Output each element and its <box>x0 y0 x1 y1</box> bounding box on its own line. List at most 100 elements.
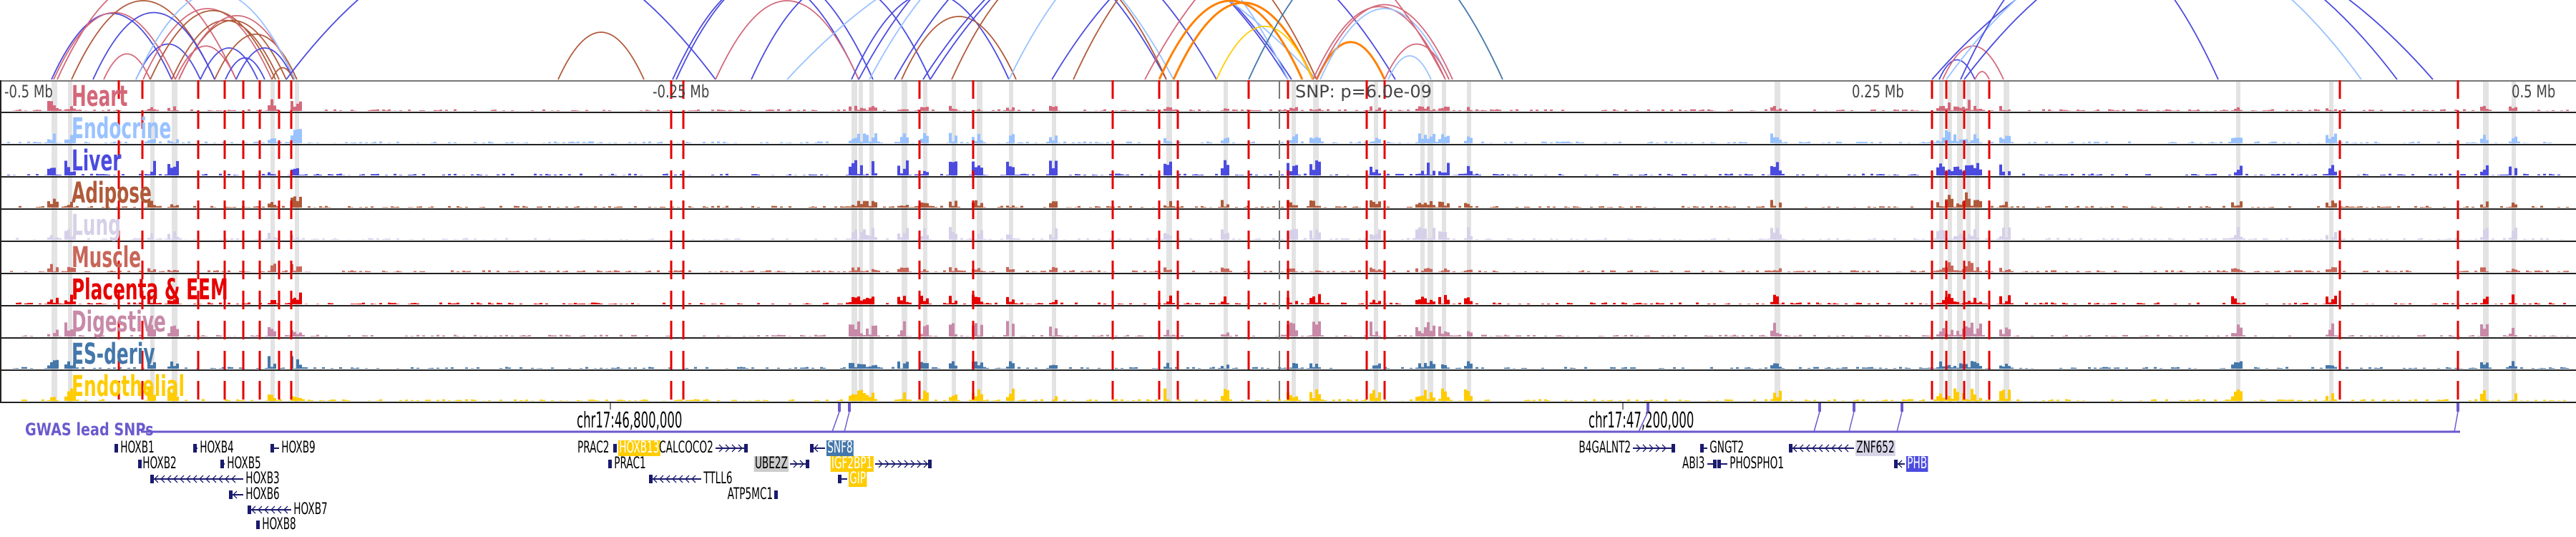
signal-bar <box>2097 303 2099 304</box>
signal-bar <box>952 205 955 208</box>
gene-label-abi3[interactable]: ABI3 <box>1682 455 1705 473</box>
signal-bar <box>877 270 880 272</box>
signal-bar <box>1971 322 1974 337</box>
signal-bar <box>64 271 67 272</box>
gene-model-ttll6[interactable] <box>649 475 701 483</box>
gene-label-phb[interactable]: PHB <box>1906 455 1928 473</box>
gene-model-phospho1[interactable] <box>1717 460 1727 468</box>
signal-bar <box>1936 202 1939 208</box>
signal-bar <box>248 271 250 272</box>
gene-label-gngt2[interactable]: GNGT2 <box>1709 439 1745 457</box>
gene-model-abi3[interactable] <box>1707 460 1717 468</box>
gene-model-znf652[interactable] <box>1789 444 1854 453</box>
signal-bar <box>1292 108 1295 111</box>
gene-label-hoxb13[interactable]: HOXB13 <box>618 439 660 457</box>
signal-bar <box>1052 302 1055 304</box>
signal-bar <box>1498 302 1501 304</box>
signal-bar <box>156 303 159 304</box>
signal-bar <box>356 367 359 369</box>
signal-bar <box>2045 141 2048 143</box>
gene-model-hoxb6[interactable] <box>229 490 243 499</box>
gene-label-hoxb1[interactable]: HOXB1 <box>120 439 155 457</box>
gene-label-hoxb6[interactable]: HOXB6 <box>245 485 280 503</box>
signal-bar <box>1601 336 1604 337</box>
gene-model-phb[interactable] <box>1894 460 1905 468</box>
gene-model-hoxb1[interactable] <box>114 444 118 453</box>
signal-bar <box>153 239 156 240</box>
gene-model-hoxb7[interactable] <box>248 505 291 514</box>
signal-bar <box>185 336 187 337</box>
signal-bar <box>1370 234 1372 240</box>
signal-bar <box>1979 169 1982 175</box>
gene-label-hoxb9[interactable]: HOXB9 <box>281 439 316 457</box>
gene-label-atp5mc1[interactable]: ATP5MC1 <box>727 485 773 503</box>
gene-model-gip[interactable] <box>838 475 847 483</box>
signal-bar <box>912 207 914 208</box>
signal-bar <box>333 238 336 240</box>
gene-label-ttll6[interactable]: TTLL6 <box>703 470 733 488</box>
gene-model-ube2z[interactable] <box>790 460 809 468</box>
gene-model-snf8[interactable] <box>810 444 825 453</box>
signal-bar <box>1421 333 1424 337</box>
gene-label-phospho1[interactable]: PHOSPHO1 <box>1729 455 1785 473</box>
signal-bar <box>2079 335 2082 337</box>
gene-model-hoxb9[interactable] <box>270 444 279 453</box>
gene-label-b4galnt2[interactable]: B4GALNT2 <box>1579 439 1631 457</box>
signal-bar <box>1375 110 1378 111</box>
signal-bar <box>362 335 365 337</box>
gene-label-hoxb8[interactable]: HOXB8 <box>262 516 296 533</box>
signal-bar <box>1372 201 1375 208</box>
signal-bar <box>1155 271 1158 272</box>
gene-label-calcoco2[interactable]: CALCOCO2 <box>659 439 713 457</box>
gene-label-hoxb3[interactable]: HOXB3 <box>245 470 280 488</box>
signal-bar <box>1745 142 1747 143</box>
gene-label-snf8[interactable]: SNF8 <box>826 439 854 457</box>
signal-bar <box>2205 238 2208 240</box>
gene-label-hoxb4[interactable]: HOXB4 <box>200 439 234 457</box>
signal-bar <box>1507 335 1510 337</box>
signal-bar <box>1433 301 1435 304</box>
gene-model-b4galnt2[interactable] <box>1633 444 1675 453</box>
gene-label-prac1[interactable]: PRAC1 <box>614 455 646 473</box>
gene-label-hoxb7[interactable]: HOXB7 <box>293 500 328 518</box>
signal-bar <box>27 303 30 304</box>
gene-model-hoxb13[interactable] <box>613 444 617 453</box>
signal-bar <box>2469 335 2472 337</box>
gene-label-hoxb2[interactable]: HOXB2 <box>142 455 177 473</box>
gene-model-atp5mc1[interactable] <box>774 490 778 499</box>
signal-bar <box>1172 110 1175 111</box>
signal-bar <box>497 271 499 272</box>
signal-bar <box>1224 160 1226 175</box>
gene-label-prac2[interactable]: PRAC2 <box>577 439 610 457</box>
signal-bar <box>208 110 210 111</box>
gene-model-calcoco2[interactable] <box>716 444 748 453</box>
signal-bar <box>1848 238 1850 240</box>
gene-model-hoxb3[interactable] <box>150 475 243 483</box>
signal-bar <box>1979 323 1982 337</box>
signal-bar <box>1318 294 1321 304</box>
signal-bar <box>728 110 731 111</box>
signal-bar <box>2297 110 2300 111</box>
gene-model-hoxb8[interactable] <box>256 521 260 529</box>
signal-bar <box>2363 110 2366 111</box>
gene-label-znf652[interactable]: ZNF652 <box>1855 439 1896 457</box>
gene-model-igf2bp1[interactable] <box>875 460 932 468</box>
gene-model-gngt2[interactable] <box>1700 444 1707 453</box>
gene-model-hoxb4[interactable] <box>193 444 197 453</box>
gene-model-prac1[interactable] <box>608 460 612 468</box>
signal-bar <box>167 269 170 272</box>
signal-bar <box>737 367 740 369</box>
signal-bar <box>1249 110 1252 111</box>
signal-bar <box>1879 174 1882 175</box>
gene-model-hoxb5[interactable] <box>220 460 225 468</box>
signal-bar <box>2171 336 2174 337</box>
gene-label-hoxb5[interactable]: HOXB5 <box>227 455 261 473</box>
gene-label-gip[interactable]: GIP <box>849 470 867 488</box>
signal-bar <box>2334 335 2337 337</box>
signal-bar <box>488 141 491 143</box>
signal-bar <box>2463 109 2466 111</box>
signal-bar <box>1441 202 1444 208</box>
gene-label-ube2z[interactable]: UBE2Z <box>753 455 789 473</box>
signal-bar <box>1198 239 1201 240</box>
signal-bar <box>122 206 125 208</box>
